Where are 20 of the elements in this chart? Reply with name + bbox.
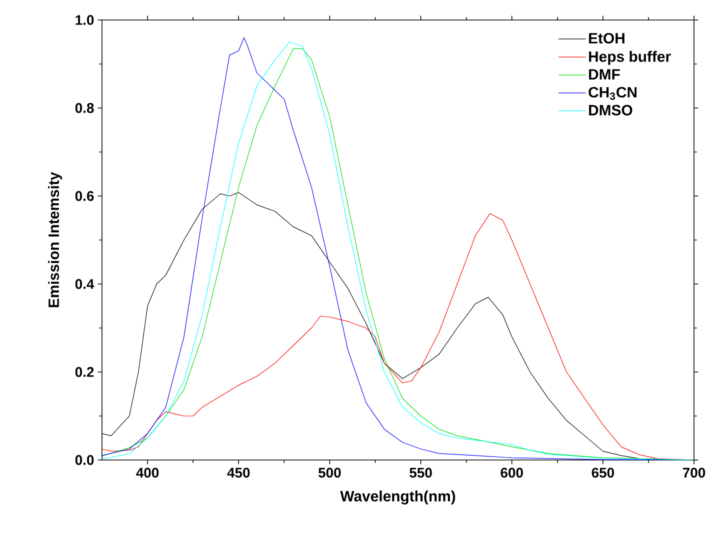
x-tick-label: 700 xyxy=(682,468,706,478)
legend-label: DMF xyxy=(589,69,620,80)
y-tick-label: 0.4 xyxy=(75,279,94,289)
legend-label: Heps buffer xyxy=(589,50,671,65)
y-axis-title: Emission Intemsity xyxy=(48,172,62,308)
y-tick-label: 1.0 xyxy=(76,15,94,25)
x-tick-label: 400 xyxy=(136,468,159,478)
x-tick-label: 600 xyxy=(500,468,523,478)
legend-label: CH$_{3}$CN xyxy=(588,86,637,100)
x-tick-label: 550 xyxy=(410,468,432,478)
y-tick-label: 0.8 xyxy=(75,103,94,113)
x-axis-title: Wavelength(nm) xyxy=(340,490,456,504)
x-tick-label: 500 xyxy=(318,468,341,478)
y-tick-label: 0.2 xyxy=(75,367,94,377)
x-tick-label: 450 xyxy=(227,468,250,478)
x-tick-label: 650 xyxy=(592,468,614,478)
y-tick-label: 0.0 xyxy=(75,455,94,465)
legend-label: EtOH xyxy=(589,32,624,44)
y-tick-label: 0.6 xyxy=(75,191,94,201)
legend-label: DMSO xyxy=(589,104,632,116)
